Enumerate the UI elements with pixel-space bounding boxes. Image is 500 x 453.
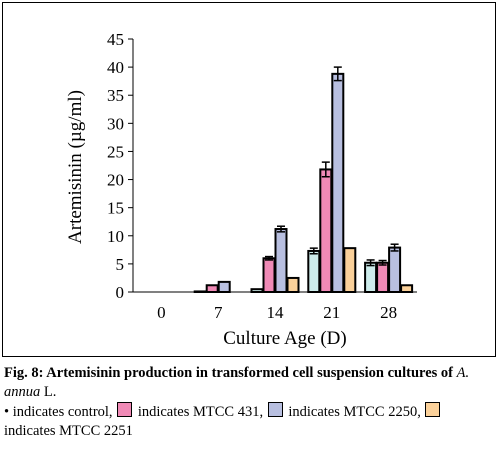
- y-tick-label: 5: [116, 255, 125, 274]
- bar: [319, 168, 333, 294]
- bar: [364, 261, 378, 293]
- y-tick-label: 40: [107, 58, 124, 77]
- x-axis-title: Culture Age (D): [223, 328, 346, 349]
- caption-species-suffix: L.: [40, 384, 57, 400]
- y-tick-label: 25: [107, 142, 124, 161]
- bar-chart: 0 5 10 15 20 25 30 35 40 45 0 7 14 21 28 Culture Age …: [65, 30, 417, 349]
- x-tick-label: 28: [380, 303, 397, 322]
- figure-caption: Fig. 8: Artemisinin production in transf…: [4, 364, 496, 441]
- y-tick-label: 35: [107, 86, 124, 105]
- caption-title: Fig. 8: Artemisinin production in transf…: [4, 365, 453, 381]
- bar: [286, 276, 300, 294]
- bar: [331, 72, 345, 294]
- x-tick-label: 14: [267, 303, 285, 322]
- y-axis-ticks: 0 5 10 15 20 25 30 35 40 45: [107, 30, 133, 302]
- legend-mtcc431-text: indicates MTCC 431,: [134, 404, 264, 420]
- legend-swatch-mtcc2250: [267, 402, 283, 417]
- y-axis-title: Artemisinin (µg/ml): [65, 90, 86, 244]
- caption-species: A. annua: [4, 365, 470, 400]
- y-tick-label: 45: [107, 30, 124, 49]
- legend-mtcc2250-text: indicates MTCC 2250,: [284, 404, 421, 420]
- y-tick-label: 30: [107, 114, 124, 133]
- bar: [217, 280, 231, 294]
- bar: [205, 284, 219, 293]
- y-tick-label: 10: [107, 227, 124, 246]
- bar: [388, 246, 402, 293]
- axes: [132, 39, 417, 293]
- bar: [376, 261, 390, 293]
- legend-control-text: • indicates control,: [4, 404, 113, 420]
- x-tick-label: 7: [214, 303, 223, 322]
- y-tick-label: 0: [116, 283, 125, 302]
- bar: [274, 228, 288, 293]
- bar: [400, 284, 414, 293]
- bar: [307, 249, 321, 293]
- bars: 0 7 14 21 28: [157, 66, 414, 322]
- y-tick-label: 20: [107, 171, 124, 190]
- bar: [262, 257, 276, 293]
- x-tick-label: 0: [157, 303, 166, 322]
- legend-mtcc2251-text: indicates MTCC 2251: [4, 423, 133, 439]
- legend-swatch-mtcc2251: [425, 402, 441, 417]
- chart-frame: 0 5 10 15 20 25 30 35 40 45 0 7 14 21 28 Culture Age …: [2, 2, 496, 357]
- bar: [343, 247, 357, 293]
- x-tick-label: 21: [323, 303, 340, 322]
- legend-swatch-mtcc431: [117, 402, 133, 417]
- y-tick-label: 15: [107, 199, 124, 218]
